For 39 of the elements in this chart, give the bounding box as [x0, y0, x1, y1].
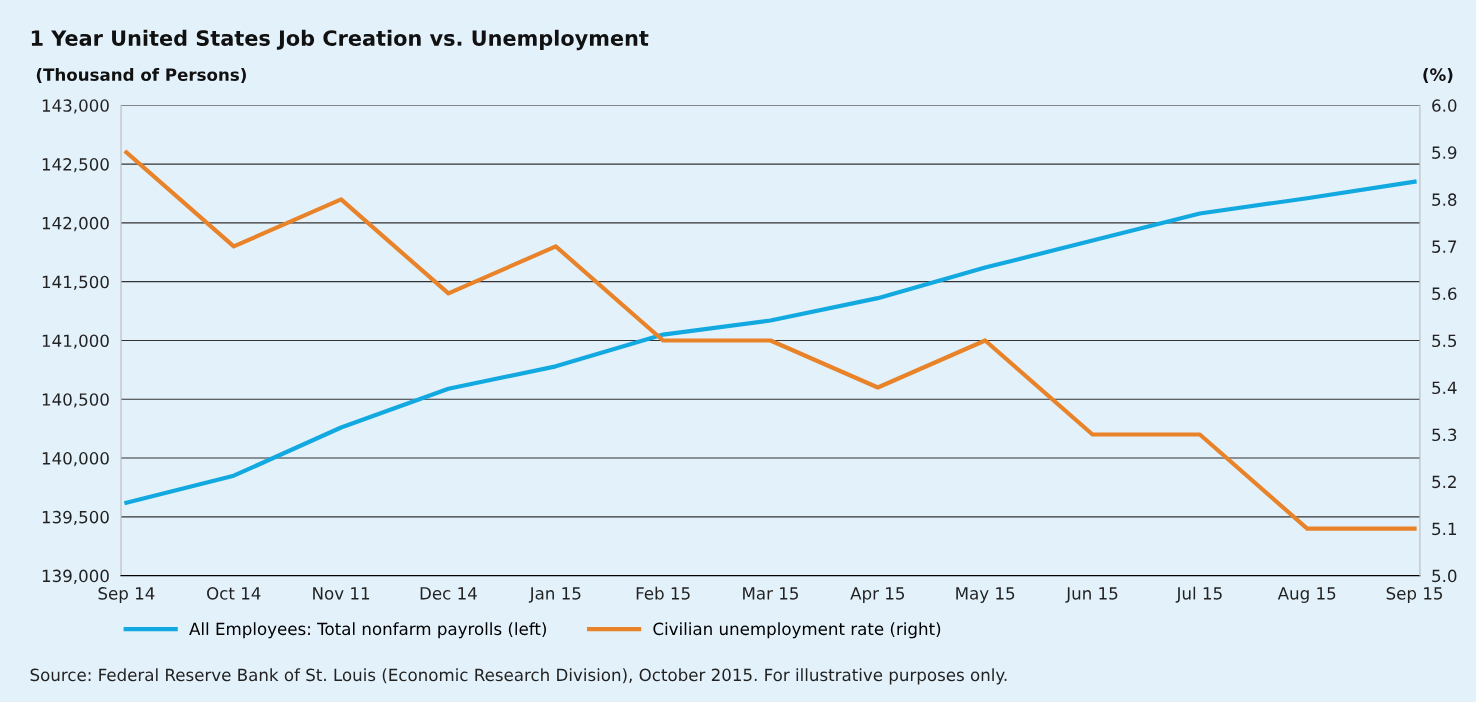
y2-tick-label: 5.2	[1432, 475, 1456, 489]
x-tick-label: Jul 15	[1175, 586, 1222, 603]
y2-tick-label: 5.0	[1432, 569, 1457, 583]
x-tick-label: Jan 15	[528, 587, 581, 603]
source-note: Source: Federal Reserve Bank of St. Louis (Economic Research Division), October 2015. For illustrative purposes only.	[30, 668, 1007, 685]
y-tick-label: 141,500	[42, 275, 109, 290]
legend-label: All Employees: Total nonfarm payrolls (left)	[189, 622, 546, 639]
legend-label: Civilian unemployment rate (right)	[653, 622, 941, 639]
y2-tick-label: 5.6	[1432, 287, 1457, 301]
y-tick-label: 139,500	[42, 510, 109, 526]
y-tick-label: 143,000	[42, 99, 109, 114]
y-tick-label: 140,000	[42, 452, 109, 467]
x-tick-label: Feb 15	[636, 586, 690, 600]
x-tick-label: Oct 14	[207, 587, 261, 600]
y-tick-label: 142,000	[42, 216, 109, 232]
y2-tick-label: 5.4	[1432, 381, 1457, 395]
y-tick-label: 141,000	[42, 334, 109, 349]
y2-tick-label: 5.5	[1432, 334, 1457, 348]
x-tick-label: Mar 15	[743, 587, 798, 600]
y-axis-title: (Thousand of Persons)	[36, 68, 246, 83]
x-tick-label: May 15	[956, 587, 1015, 603]
x-tick-label: Sep 14	[98, 587, 155, 603]
y-tick-label: 142,500	[42, 158, 109, 173]
y2-tick-label: 5.8	[1432, 193, 1457, 206]
x-tick-label: Sep 15	[1386, 587, 1443, 603]
chart-title: 1 Year United States Job Creation vs. Unemployment	[31, 29, 649, 51]
x-tick-label: Aug 15	[1277, 587, 1336, 603]
x-tick-label: Apr 15	[850, 587, 905, 603]
y2-axis-title: (%)	[1423, 68, 1453, 83]
y2-tick-label: 6.0	[1432, 99, 1457, 112]
y2-tick-label: 5.7	[1432, 240, 1457, 253]
y2-tick-label: 5.1	[1432, 522, 1456, 536]
y2-tick-label: 5.9	[1432, 146, 1457, 159]
y2-tick-label: 5.3	[1432, 428, 1457, 442]
x-tick-label: Nov 11	[313, 587, 370, 600]
y-tick-label: 139,000	[42, 569, 109, 584]
x-tick-label: Dec 14	[420, 587, 477, 600]
y-tick-label: 140,500	[42, 393, 109, 408]
x-tick-label: Jun 15	[1065, 587, 1118, 603]
